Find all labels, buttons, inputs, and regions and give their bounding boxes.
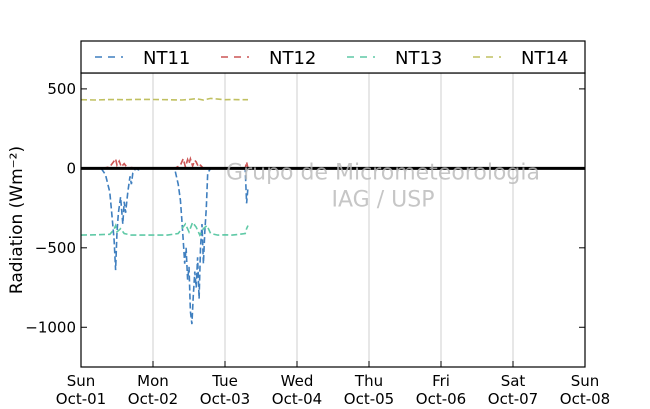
x-tick-label-day: Fri bbox=[432, 372, 450, 390]
x-tick-label-date: Oct-02 bbox=[128, 390, 178, 408]
legend-label: NT14 bbox=[521, 48, 568, 69]
x-tick-label-date: Oct-05 bbox=[344, 390, 394, 408]
y-tick-label: −500 bbox=[35, 239, 76, 257]
x-tick-label-date: Oct-08 bbox=[560, 390, 610, 408]
legend-label: NT11 bbox=[143, 48, 190, 69]
x-tick-label-day: Sun bbox=[67, 372, 96, 390]
watermark-line-2: IAG / USP bbox=[332, 187, 435, 212]
series-line-nt11 bbox=[100, 167, 249, 325]
x-tick-label-day: Wed bbox=[281, 372, 314, 390]
series-lines bbox=[80, 97, 249, 325]
x-tick-label-day: Thu bbox=[354, 372, 383, 390]
watermark-line-1: Grupo de Micrometeorologia bbox=[226, 160, 540, 185]
legend-label: NT12 bbox=[269, 48, 316, 69]
y-axis-label: Radiation (Wm⁻²) bbox=[7, 146, 27, 294]
x-tick-label-date: Oct-01 bbox=[56, 390, 106, 408]
x-tick-label-day: Sun bbox=[571, 372, 600, 390]
watermark: Grupo de Micrometeorologia IAG / USP bbox=[226, 160, 540, 212]
series-line-nt14 bbox=[80, 97, 248, 101]
vertical-gridlines bbox=[80, 73, 586, 367]
x-tick-label-date: Oct-06 bbox=[416, 390, 466, 408]
x-tick-label-day: Mon bbox=[137, 372, 169, 390]
x-tick-label-date: Oct-07 bbox=[488, 390, 538, 408]
series-line-nt13 bbox=[80, 220, 249, 237]
y-tick-label: 0 bbox=[66, 159, 76, 177]
x-tick-label-date: Oct-03 bbox=[200, 390, 250, 408]
axis-ticks: 5000−500−1000SunOct-01MonOct-02TueOct-03… bbox=[25, 80, 610, 408]
x-tick-label-day: Sat bbox=[501, 372, 526, 390]
legend: NT11 NT12 NT13 NT14 bbox=[80, 40, 586, 74]
x-tick-label-day: Tue bbox=[211, 372, 238, 390]
legend-label: NT13 bbox=[395, 48, 442, 69]
y-tick-label: 500 bbox=[47, 80, 76, 98]
plot-frame bbox=[80, 72, 586, 368]
y-tick-label: −1000 bbox=[25, 318, 76, 336]
x-tick-label-date: Oct-04 bbox=[272, 390, 322, 408]
